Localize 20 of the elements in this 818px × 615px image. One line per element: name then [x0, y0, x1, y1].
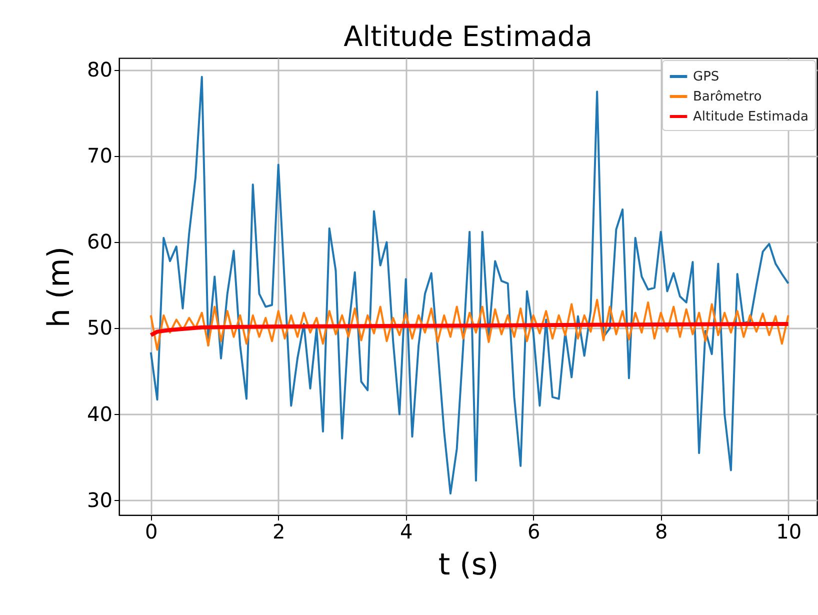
y-tick-label: 30: [87, 488, 112, 512]
y-tick-label: 80: [87, 58, 112, 82]
y-tick-label: 40: [87, 402, 112, 426]
legend-label: Barômetro: [693, 90, 762, 104]
x-axis-title: t (s): [438, 548, 499, 582]
y-tick-label: 60: [87, 230, 112, 254]
x-tick-label: 6: [527, 520, 540, 544]
y-tick-label: 70: [87, 144, 112, 168]
y-tick-label: 50: [87, 316, 112, 340]
line-series: [150, 298, 790, 351]
x-tick-label: 2: [272, 520, 286, 544]
x-tick-label: 8: [654, 520, 668, 544]
y-axis-title: h (m): [42, 246, 78, 328]
chart-title: Altitude Estimada: [344, 20, 592, 53]
x-tick-label: 10: [776, 520, 802, 544]
x-tick-label: 4: [400, 520, 413, 544]
line-series: [148, 322, 790, 338]
x-tick-label: 0: [145, 520, 158, 544]
legend-label: GPS: [693, 70, 720, 84]
legend-label: Altitude Estimada: [693, 110, 808, 124]
